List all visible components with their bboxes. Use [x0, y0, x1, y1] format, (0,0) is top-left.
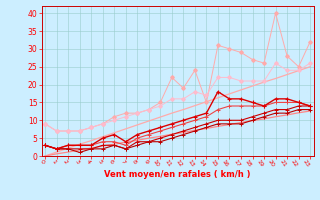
X-axis label: Vent moyen/en rafales ( km/h ): Vent moyen/en rafales ( km/h ) [104, 170, 251, 179]
